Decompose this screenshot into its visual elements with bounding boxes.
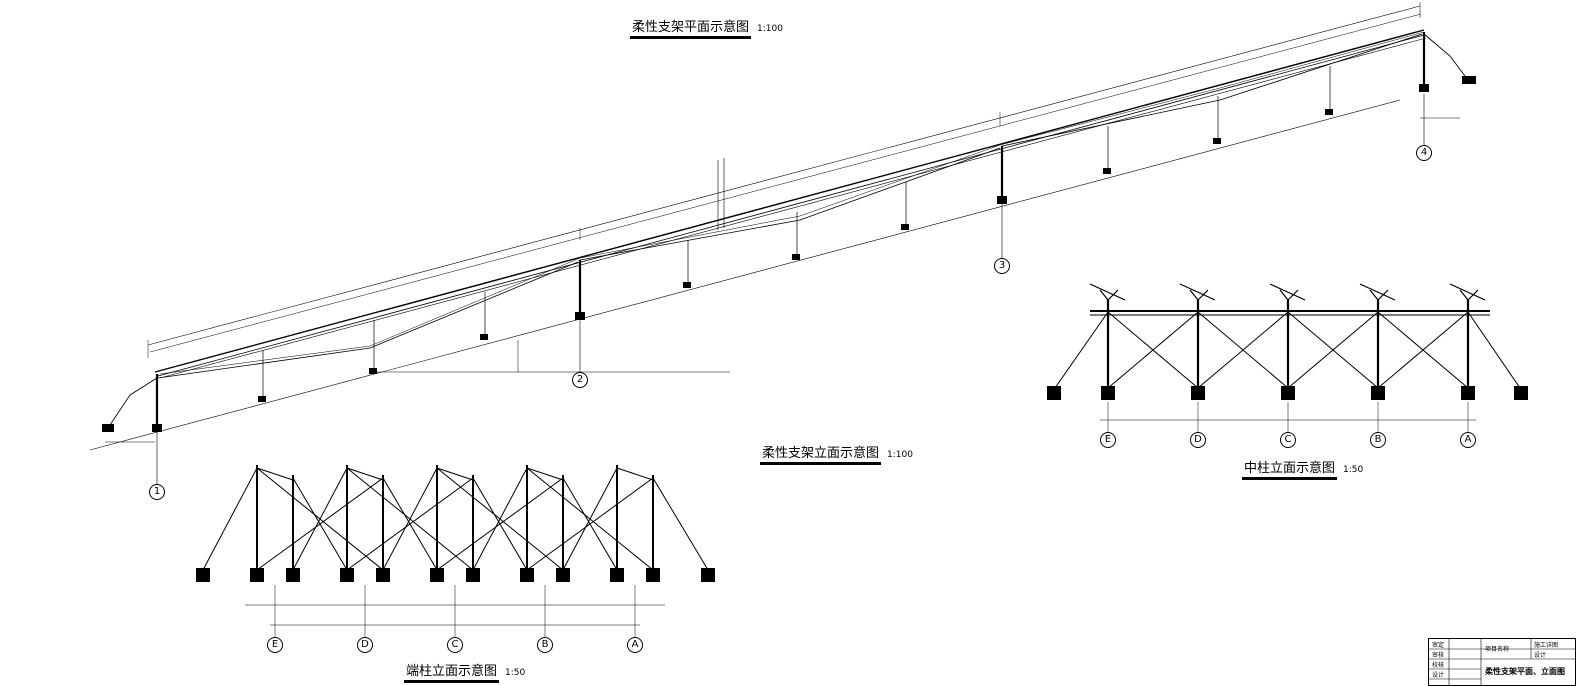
end-axis-bubble-C: C — [447, 637, 463, 653]
end-axis-bubble-B: B — [537, 637, 553, 653]
title-block-grid — [1429, 639, 1575, 685]
tb-row-label-2: 审核 — [1432, 652, 1445, 659]
plan-scale: 1:100 — [757, 24, 783, 34]
plan-title: 柔性支架平面示意图 1:100 — [630, 16, 783, 39]
mid-axis-bubble-C: C — [1280, 432, 1296, 448]
end-column-elevation — [196, 465, 715, 640]
tb-row-label-4: 设计 — [1432, 672, 1445, 679]
tb-design-label: 设计 — [1534, 652, 1547, 659]
axis-bubble-3: 3 — [994, 258, 1010, 274]
mid-column-title: 中柱立面示意图 1:50 — [1242, 457, 1363, 480]
tb-row-label-3: 校核 — [1432, 662, 1445, 669]
end-column-title-text: 端柱立面示意图 — [404, 660, 500, 683]
tb-row-label-1: 审定 — [1432, 642, 1445, 649]
elevation-scale: 1:100 — [887, 450, 913, 460]
axis-bubble-1: 1 — [149, 484, 165, 500]
mid-column-title-text: 中柱立面示意图 — [1242, 457, 1338, 480]
sloped-elevation-view — [89, 2, 1476, 484]
mid-axis-bubble-B: B — [1370, 432, 1386, 448]
end-axis-bubble-E: E — [267, 637, 283, 653]
tb-sheet-title: 柔性支架平面、立面图 — [1485, 667, 1565, 676]
title-block: 审定 审核 校核 设计 项目名称 施工详图 设计 柔性支架平面、立面图 — [1428, 638, 1576, 686]
mid-axis-bubble-D: D — [1190, 432, 1206, 448]
plan-title-text: 柔性支架平面示意图 — [630, 16, 752, 39]
end-axis-bubble-D: D — [357, 637, 373, 653]
mid-axis-bubble-A: A — [1460, 432, 1476, 448]
axis-bubble-4: 4 — [1416, 145, 1432, 161]
tb-project-label: 项目名称 — [1485, 646, 1510, 653]
mid-axis-bubble-E: E — [1100, 432, 1116, 448]
end-axis-bubble-A: A — [627, 637, 643, 653]
axis-bubble-2: 2 — [572, 372, 588, 388]
end-column-scale: 1:50 — [505, 668, 526, 678]
mid-column-elevation — [1047, 283, 1528, 432]
tb-stage-label: 施工详图 — [1534, 642, 1559, 649]
mid-column-scale: 1:50 — [1343, 465, 1364, 475]
end-column-title: 端柱立面示意图 1:50 — [404, 660, 525, 683]
elevation-title-text: 柔性支架立面示意图 — [760, 442, 882, 465]
elevation-title: 柔性支架立面示意图 1:100 — [760, 442, 913, 465]
